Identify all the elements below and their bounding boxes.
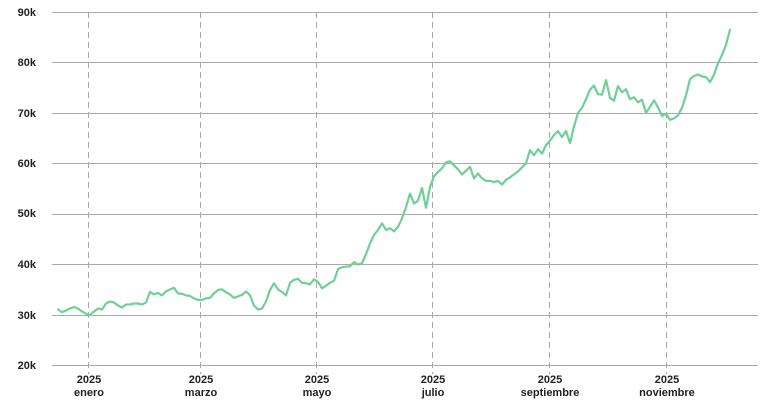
x-tick-year-septiembre: 2025 (538, 374, 562, 386)
x-tick-month-marzo: marzo (185, 387, 218, 399)
x-tick-month-septiembre: septiembre (521, 387, 580, 399)
y-tick-40k: 40k (18, 259, 37, 271)
y-tick-60k: 60k (18, 158, 37, 170)
x-tick-year-enero: 2025 (77, 374, 101, 386)
y-tick-50k: 50k (18, 208, 37, 220)
x-axis-labels: 2025 enero 2025 marzo 2025 mayo 2025 jul… (74, 374, 695, 399)
x-tick-month-mayo: mayo (303, 387, 332, 399)
x-tick-year-julio: 2025 (421, 374, 445, 386)
horizontal-gridlines (52, 12, 758, 366)
x-tick-year-noviembre: 2025 (655, 374, 679, 386)
y-tick-30k: 30k (18, 310, 37, 322)
x-tick-month-julio: julio (421, 387, 445, 399)
y-tick-80k: 80k (18, 57, 37, 69)
x-tick-year-mayo: 2025 (305, 374, 329, 386)
y-tick-90k: 90k (18, 7, 37, 19)
data-line (56, 28, 732, 317)
vertical-gridlines (88, 12, 667, 374)
x-tick-month-enero: enero (74, 387, 104, 399)
x-tick-year-marzo: 2025 (189, 374, 213, 386)
x-tick-month-noviembre: noviembre (639, 387, 695, 399)
y-tick-20k: 20k (18, 360, 37, 372)
y-tick-70k: 70k (18, 108, 37, 120)
y-axis-labels: 90k 80k 70k 60k 50k 40k 30k 20k (18, 7, 37, 372)
